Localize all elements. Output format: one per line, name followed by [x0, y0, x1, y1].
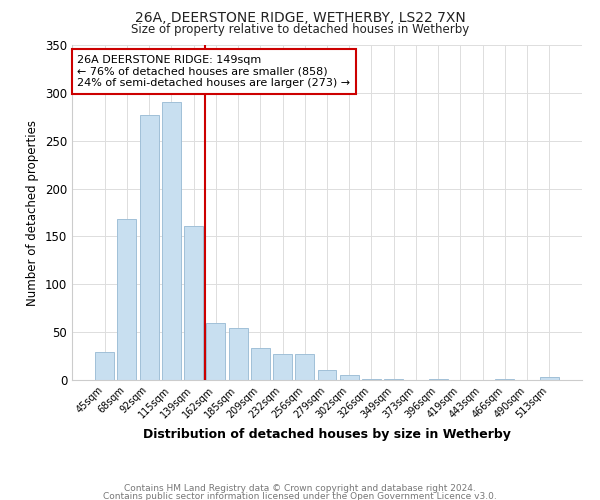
Bar: [384, 379, 403, 380]
Bar: [95, 352, 114, 380]
Bar: [229, 328, 248, 380]
Y-axis label: Number of detached properties: Number of detached properties: [26, 120, 40, 306]
Text: Contains HM Land Registry data © Crown copyright and database right 2024.: Contains HM Land Registry data © Crown c…: [124, 484, 476, 493]
Bar: [317, 370, 337, 380]
Text: Size of property relative to detached houses in Wetherby: Size of property relative to detached ho…: [131, 22, 469, 36]
Bar: [206, 322, 225, 380]
Bar: [496, 379, 514, 380]
Bar: [162, 102, 181, 380]
Bar: [362, 379, 381, 380]
Bar: [540, 377, 559, 380]
Bar: [295, 354, 314, 380]
Bar: [340, 375, 359, 380]
Text: Contains public sector information licensed under the Open Government Licence v3: Contains public sector information licen…: [103, 492, 497, 500]
Bar: [251, 348, 270, 380]
Text: 26A DEERSTONE RIDGE: 149sqm
← 76% of detached houses are smaller (858)
24% of se: 26A DEERSTONE RIDGE: 149sqm ← 76% of det…: [77, 55, 350, 88]
Bar: [118, 219, 136, 380]
Bar: [140, 115, 158, 380]
Bar: [273, 354, 292, 380]
X-axis label: Distribution of detached houses by size in Wetherby: Distribution of detached houses by size …: [143, 428, 511, 441]
Bar: [429, 379, 448, 380]
Bar: [184, 226, 203, 380]
Text: 26A, DEERSTONE RIDGE, WETHERBY, LS22 7XN: 26A, DEERSTONE RIDGE, WETHERBY, LS22 7XN: [134, 12, 466, 26]
